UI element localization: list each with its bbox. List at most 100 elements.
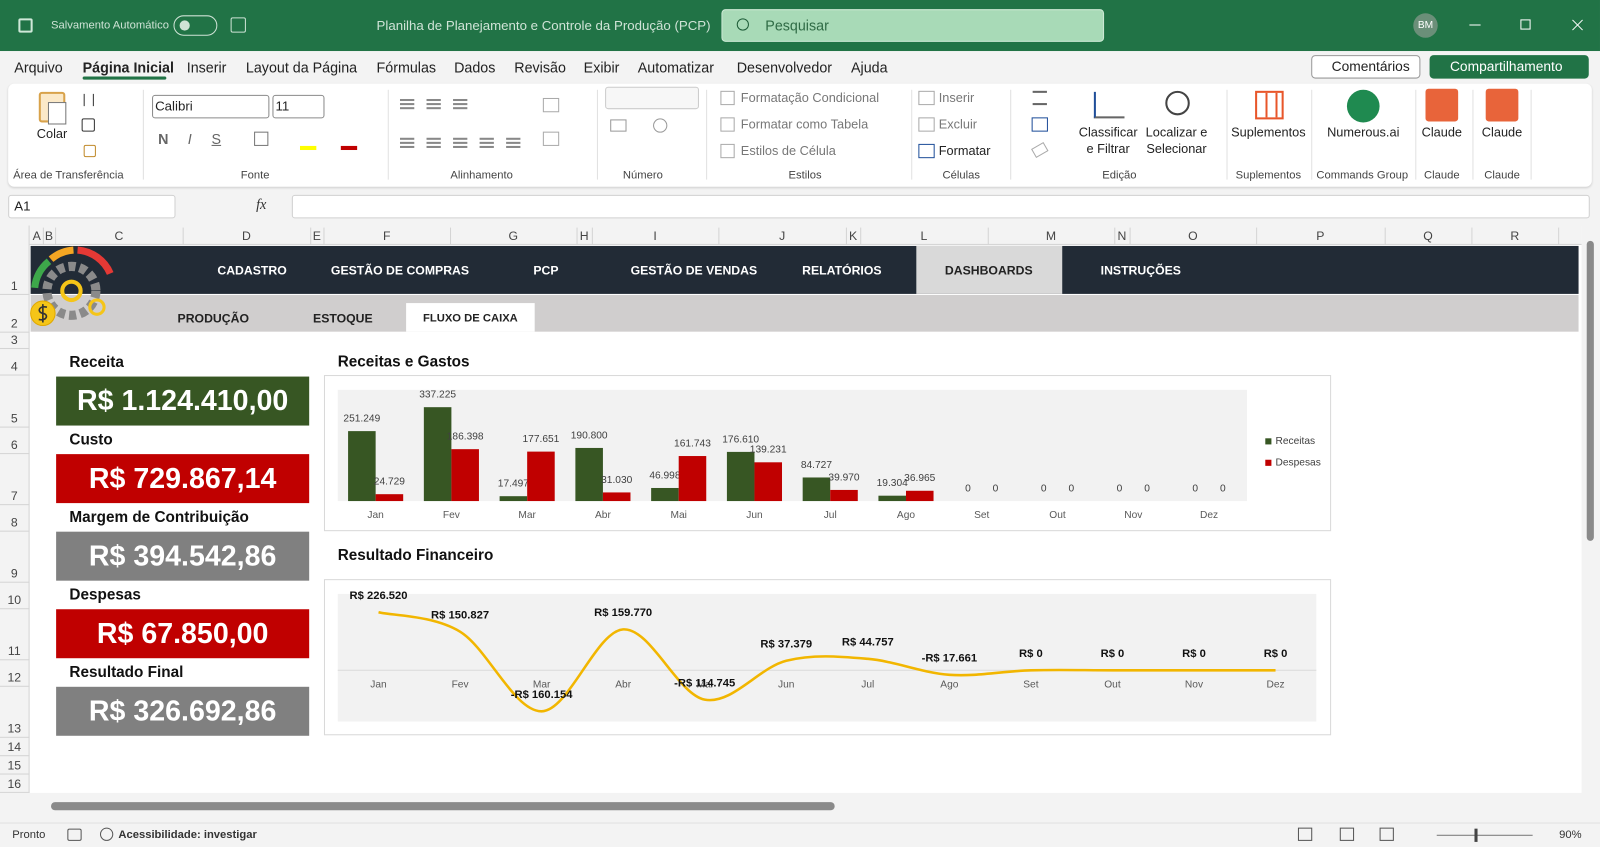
row-header[interactable]: 2 xyxy=(10,316,18,331)
formula-input[interactable] xyxy=(291,194,1590,219)
row-header[interactable]: 8 xyxy=(10,515,18,530)
view-button[interactable] xyxy=(1297,827,1313,841)
nav-item[interactable]: CADASTRO xyxy=(217,263,287,278)
minimize[interactable] xyxy=(1469,24,1481,26)
borders-icon[interactable] xyxy=(254,131,269,146)
row-header[interactable]: 7 xyxy=(10,488,18,504)
column-header[interactable]: H xyxy=(579,228,589,243)
fill-icon[interactable] xyxy=(1031,117,1048,132)
zoom-thumb[interactable] xyxy=(1474,828,1478,842)
row-header[interactable]: 4 xyxy=(10,359,18,374)
menu-tab[interactable]: Desenvolvedor xyxy=(736,59,833,76)
comments-button[interactable] xyxy=(1311,55,1421,79)
cells-icon[interactable] xyxy=(918,143,935,159)
nav-item[interactable]: GESTÃO DE VENDAS xyxy=(630,263,758,278)
font-size-box[interactable] xyxy=(272,94,325,119)
cut-icon[interactable] xyxy=(83,93,94,107)
file-name[interactable]: Planilha de Planejamento e Controle da P… xyxy=(376,17,711,34)
column-header[interactable]: A xyxy=(32,228,41,243)
search-box[interactable] xyxy=(721,9,1105,42)
vertical-thumb[interactable] xyxy=(1586,240,1594,541)
claude-button[interactable]: Claude xyxy=(1421,125,1463,140)
claude-icon[interactable] xyxy=(1425,88,1459,122)
menu-tab[interactable]: Revisão xyxy=(514,59,566,76)
styles-icon[interactable] xyxy=(720,90,735,106)
row-header[interactable]: 10 xyxy=(7,592,22,608)
user-avatar[interactable] xyxy=(1413,13,1438,38)
column-header[interactable]: N xyxy=(1117,228,1127,243)
sort-icon[interactable] xyxy=(1093,91,1125,119)
row-header[interactable]: 1 xyxy=(10,278,18,293)
row-header[interactable]: 9 xyxy=(10,566,18,581)
fill-color[interactable] xyxy=(299,145,317,151)
share-button[interactable] xyxy=(1429,55,1589,79)
copy-icon[interactable] xyxy=(81,118,95,132)
nav-item[interactable]: DASHBOARDS xyxy=(944,263,1033,278)
row-header[interactable]: 13 xyxy=(7,721,22,736)
maximize[interactable] xyxy=(1520,19,1531,30)
font-color[interactable] xyxy=(340,145,358,151)
column-header[interactable]: Q xyxy=(1423,228,1433,243)
sum-icon[interactable] xyxy=(1032,90,1047,106)
subnav-item[interactable]: FLUXO DE CAIXA xyxy=(423,312,518,325)
styles-button[interactable]: Estilos de Célula xyxy=(740,143,836,159)
column-header[interactable]: C xyxy=(114,228,124,243)
column-header[interactable]: L xyxy=(920,228,928,243)
addins-icon[interactable] xyxy=(1255,90,1284,120)
paste-label[interactable]: Colar xyxy=(36,126,68,141)
cells-icon[interactable] xyxy=(918,90,935,106)
row-header[interactable]: 3 xyxy=(10,332,18,347)
column-header[interactable]: P xyxy=(1316,228,1325,243)
column-header[interactable]: O xyxy=(1188,228,1198,243)
claude-button[interactable]: Claude xyxy=(1481,125,1523,140)
nav-item[interactable]: PCP xyxy=(533,263,559,278)
row-header[interactable]: 6 xyxy=(10,437,18,453)
bold-button[interactable]: N xyxy=(158,130,169,147)
save-icon[interactable] xyxy=(230,17,246,33)
column-header[interactable]: J xyxy=(779,228,786,243)
cells-button[interactable]: Formatar xyxy=(938,143,991,159)
sort-button[interactable]: e Filtrar xyxy=(1086,141,1130,157)
column-header[interactable]: B xyxy=(44,228,54,243)
row-header[interactable]: 14 xyxy=(7,739,22,755)
menu-tab[interactable]: Ajuda xyxy=(851,59,888,76)
merge-icon[interactable] xyxy=(542,131,560,146)
wrap-icon[interactable] xyxy=(542,97,560,113)
name-box[interactable] xyxy=(8,194,176,219)
find-button[interactable]: Localizar e xyxy=(1145,125,1208,140)
row-header[interactable]: 12 xyxy=(7,670,22,685)
menu-tab[interactable]: Fórmulas xyxy=(376,59,437,76)
menu-tab[interactable]: Arquivo xyxy=(14,59,63,76)
column-header[interactable]: F xyxy=(382,228,391,243)
font-name-box[interactable] xyxy=(152,94,270,119)
menu-tab[interactable]: Dados xyxy=(454,59,496,76)
cells-icon[interactable] xyxy=(918,117,935,132)
subnav-item[interactable]: PRODUÇÃO xyxy=(177,311,249,326)
nav-item[interactable]: INSTRUÇÕES xyxy=(1100,263,1181,278)
menu-tab[interactable]: Automatizar xyxy=(637,59,714,76)
numerous-icon[interactable] xyxy=(1346,89,1380,123)
column-header[interactable]: K xyxy=(848,228,858,243)
styles-button[interactable]: Formatação Condicional xyxy=(740,90,880,106)
claude-icon[interactable] xyxy=(1485,88,1519,122)
underline-button[interactable]: S xyxy=(211,130,222,147)
find-icon[interactable] xyxy=(1165,90,1190,116)
addins-button[interactable]: Suplementos xyxy=(1231,125,1306,140)
cells-button[interactable]: Excluir xyxy=(938,117,978,132)
styles-icon[interactable] xyxy=(720,143,735,159)
find-button[interactable]: Selecionar xyxy=(1146,141,1207,157)
sort-button[interactable]: Classificar xyxy=(1078,125,1138,140)
menu-tab[interactable]: Exibir xyxy=(583,59,620,76)
row-header[interactable]: 5 xyxy=(10,411,18,426)
row-header[interactable]: 11 xyxy=(7,643,21,659)
styles-icon[interactable] xyxy=(720,117,735,132)
macro-icon[interactable] xyxy=(67,828,82,841)
column-header[interactable]: G xyxy=(508,228,519,243)
italic-button[interactable]: I xyxy=(187,130,192,147)
status-zoom[interactable]: 90% xyxy=(1559,828,1582,841)
styles-button[interactable]: Formatar como Tabela xyxy=(740,117,869,132)
column-header[interactable]: I xyxy=(653,228,657,243)
view-button[interactable] xyxy=(1379,827,1394,841)
view-button[interactable] xyxy=(1339,827,1355,841)
numerous-button[interactable]: Numerous.ai xyxy=(1327,125,1400,140)
